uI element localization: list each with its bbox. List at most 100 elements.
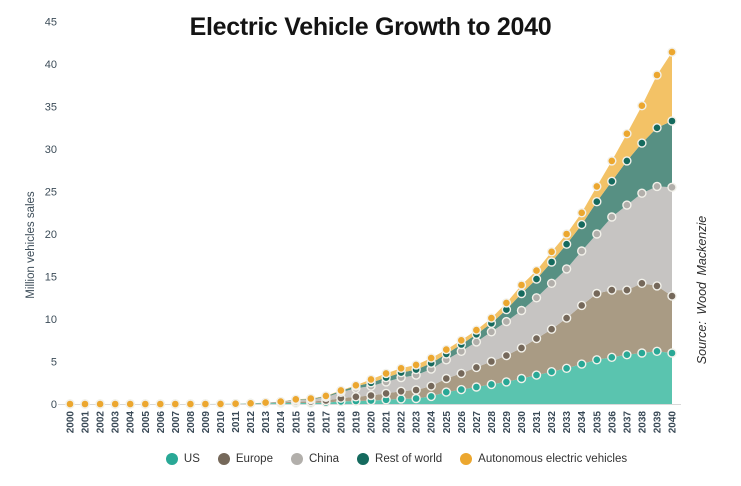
y-tick-label: 10: [45, 314, 57, 326]
data-point-marker-autonomous-electric-vehicles: [230, 399, 241, 409]
x-tick-label: 2038: [637, 411, 648, 434]
data-point-marker-rest-of-world: [561, 239, 572, 249]
data-point-marker-us: [471, 382, 482, 392]
x-tick-label: 2023: [412, 411, 423, 434]
data-point-marker-europe: [561, 313, 572, 323]
x-tick-label: 2030: [517, 411, 528, 434]
data-point-marker-autonomous-electric-vehicles: [80, 399, 90, 409]
legend-label: Autonomous electric vehicles: [478, 453, 628, 465]
data-point-marker-china: [471, 337, 482, 347]
data-point-marker-autonomous-electric-vehicles: [622, 128, 632, 139]
data-point-marker-europe: [486, 356, 497, 367]
y-tick-label: 40: [45, 59, 57, 71]
data-point-marker-china: [531, 293, 542, 303]
data-point-marker-autonomous-electric-vehicles: [245, 398, 256, 408]
data-point-marker-china: [592, 229, 602, 239]
data-point-marker-us: [426, 391, 436, 402]
data-point-marker-rest-of-world: [546, 257, 557, 267]
area-us: [70, 351, 672, 404]
data-point-marker-us: [637, 348, 647, 358]
data-point-marker-europe: [426, 381, 436, 391]
x-tick-label: 2016: [306, 411, 317, 434]
data-point-marker-autonomous-electric-vehicles: [65, 399, 75, 409]
data-point-marker-autonomous-electric-vehicles: [200, 399, 211, 409]
data-point-marker-us: [516, 373, 527, 384]
x-tick-label: 2034: [577, 411, 588, 434]
data-point-marker-autonomous-electric-vehicles: [516, 280, 527, 290]
x-tick-label: 2012: [246, 411, 257, 434]
x-tick-label: 2021: [382, 411, 393, 434]
x-tick-label: 2002: [96, 411, 107, 434]
legend-item-us: US: [165, 453, 200, 465]
legend-swatch-icon: [460, 453, 473, 465]
data-point-marker-autonomous-electric-vehicles: [607, 156, 617, 166]
data-point-marker-europe: [366, 390, 376, 401]
legend-item-china: China: [290, 453, 339, 465]
legend-label: Rest of world: [375, 453, 443, 465]
x-tick-label: 2037: [622, 411, 633, 434]
x-tick-label: 2011: [231, 411, 242, 433]
data-point-marker-europe: [501, 350, 512, 361]
data-point-marker-us: [546, 367, 557, 377]
data-point-marker-autonomous-electric-vehicles: [546, 247, 557, 257]
data-point-marker-us: [456, 384, 466, 395]
data-point-marker-rest-of-world: [592, 196, 602, 207]
x-tick-label: 2026: [457, 411, 468, 434]
data-point-marker-us: [607, 352, 617, 362]
data-point-marker-autonomous-electric-vehicles: [381, 368, 391, 379]
data-point-marker-europe: [381, 388, 391, 399]
data-point-marker-autonomous-electric-vehicles: [276, 396, 286, 407]
data-point-marker-europe: [396, 386, 406, 396]
data-point-marker-china: [667, 182, 677, 193]
data-point-marker-autonomous-electric-vehicles: [667, 47, 677, 57]
legend-item-rest-of-world: Rest of world: [357, 453, 442, 465]
x-tick-label: 2018: [336, 411, 347, 434]
data-point-marker-us: [577, 359, 587, 369]
data-point-marker-china: [516, 305, 527, 316]
data-point-marker-europe: [577, 300, 587, 311]
data-point-marker-autonomous-electric-vehicles: [637, 100, 647, 111]
y-tick-label: 30: [45, 144, 57, 156]
data-point-marker-rest-of-world: [637, 138, 647, 148]
x-tick-label: 2005: [141, 411, 152, 434]
data-point-marker-autonomous-electric-vehicles: [531, 265, 542, 276]
data-point-marker-china: [546, 278, 557, 288]
data-point-marker-autonomous-electric-vehicles: [291, 394, 301, 404]
x-tick-label: 2014: [276, 411, 287, 434]
data-point-marker-autonomous-electric-vehicles: [215, 399, 226, 409]
data-point-marker-autonomous-electric-vehicles: [155, 399, 166, 409]
y-tick-label: 0: [51, 399, 57, 411]
data-point-marker-rest-of-world: [667, 116, 677, 126]
legend-item-europe: Europe: [217, 453, 273, 465]
y-tick-label: 25: [45, 187, 57, 199]
data-point-marker-europe: [652, 281, 662, 291]
y-tick-label: 20: [45, 229, 57, 241]
data-point-marker-rest-of-world: [577, 219, 587, 230]
data-point-marker-china: [607, 212, 617, 222]
x-tick-label: 2024: [427, 411, 438, 434]
data-point-marker-rest-of-world: [652, 123, 662, 133]
data-point-marker-autonomous-electric-vehicles: [426, 353, 436, 363]
data-point-marker-autonomous-electric-vehicles: [306, 393, 316, 404]
data-point-marker-autonomous-electric-vehicles: [411, 360, 421, 370]
legend-swatch-icon: [290, 453, 303, 465]
data-point-marker-europe: [456, 368, 466, 379]
data-point-marker-china: [652, 181, 662, 192]
data-point-marker-us: [441, 387, 451, 397]
data-point-marker-us: [411, 393, 421, 404]
x-tick-label: 2036: [607, 411, 618, 434]
x-tick-label: 2028: [487, 411, 498, 434]
data-point-marker-china: [486, 327, 497, 337]
y-tick-label: 5: [51, 357, 57, 369]
data-point-marker-autonomous-electric-vehicles: [396, 363, 406, 373]
data-point-marker-us: [667, 348, 677, 358]
x-tick-label: 2031: [532, 411, 543, 434]
data-point-marker-europe: [441, 373, 451, 384]
x-tick-label: 2035: [592, 411, 603, 434]
data-point-marker-europe: [607, 285, 617, 295]
data-point-marker-us: [486, 379, 497, 390]
data-point-marker-us: [622, 350, 632, 360]
x-tick-label: 2019: [351, 411, 362, 434]
data-point-marker-europe: [622, 285, 632, 295]
